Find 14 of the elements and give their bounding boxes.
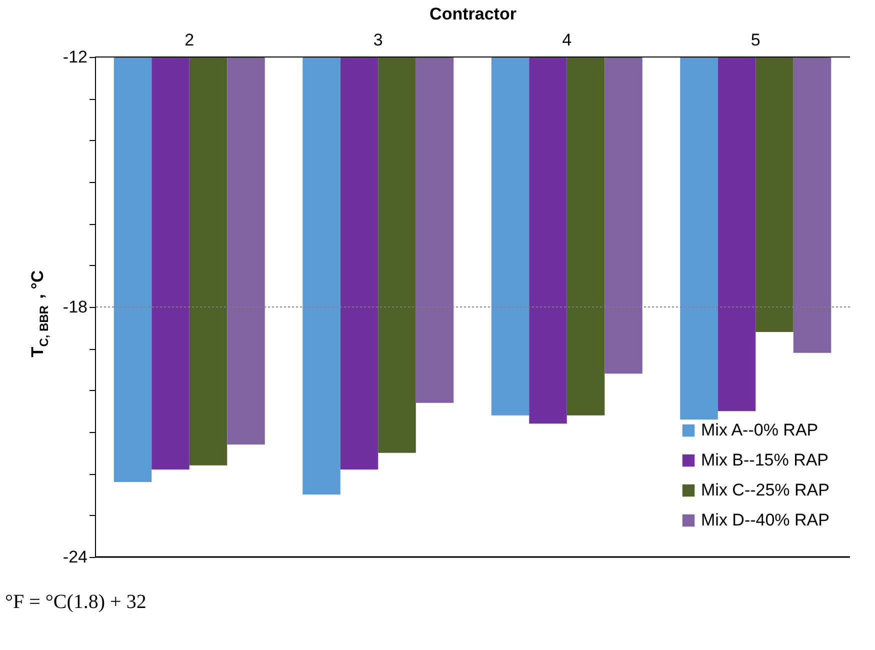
x-tick-label: 5 (750, 30, 760, 50)
y-tick-label: -12 (62, 48, 88, 66)
x-axis-title: Contractor (430, 4, 517, 24)
legend-label: Mix D--40% RAP (701, 510, 830, 530)
y-axis-title: TC, BBR, °C (28, 270, 51, 358)
x-tick-label: 4 (562, 30, 572, 50)
text: °F = °C(1.8) + 32 (5, 591, 146, 613)
x-tick-label: 2 (184, 30, 194, 50)
legend-label: Mix A--0% RAP (701, 420, 818, 440)
x-tick-label: 3 (373, 30, 383, 50)
y-tick-label: -18 (62, 298, 88, 316)
legend-label: Mix B--15% RAP (701, 450, 829, 470)
legend-label: Mix C--25% RAP (701, 480, 830, 500)
y-tick-label: -24 (62, 548, 88, 566)
